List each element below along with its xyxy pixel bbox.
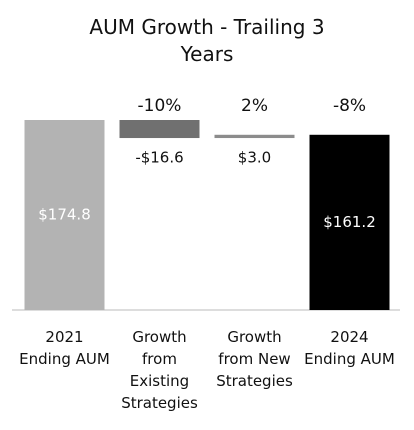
change-label: -8%: [333, 96, 366, 116]
bar: [119, 120, 200, 139]
x-tick-label: 2024 Ending AUM: [304, 328, 395, 368]
change-label: -10%: [138, 96, 182, 116]
value-label: $174.8: [38, 206, 91, 224]
bar: [214, 134, 295, 139]
value-label: $161.2: [323, 213, 376, 231]
x-tick-label: Growth from Existing Strategies: [121, 328, 198, 412]
x-tick-label: Growth from New Strategies: [216, 328, 293, 390]
change-label: 2%: [241, 96, 268, 116]
x-tick-label: 2021 Ending AUM: [19, 328, 110, 368]
bar: [309, 134, 390, 310]
bar: [24, 120, 105, 310]
chart-title: AUM Growth - Trailing 3 Years: [89, 15, 325, 66]
value-label: $3.0: [238, 149, 271, 167]
value-label: -$16.6: [135, 149, 183, 167]
